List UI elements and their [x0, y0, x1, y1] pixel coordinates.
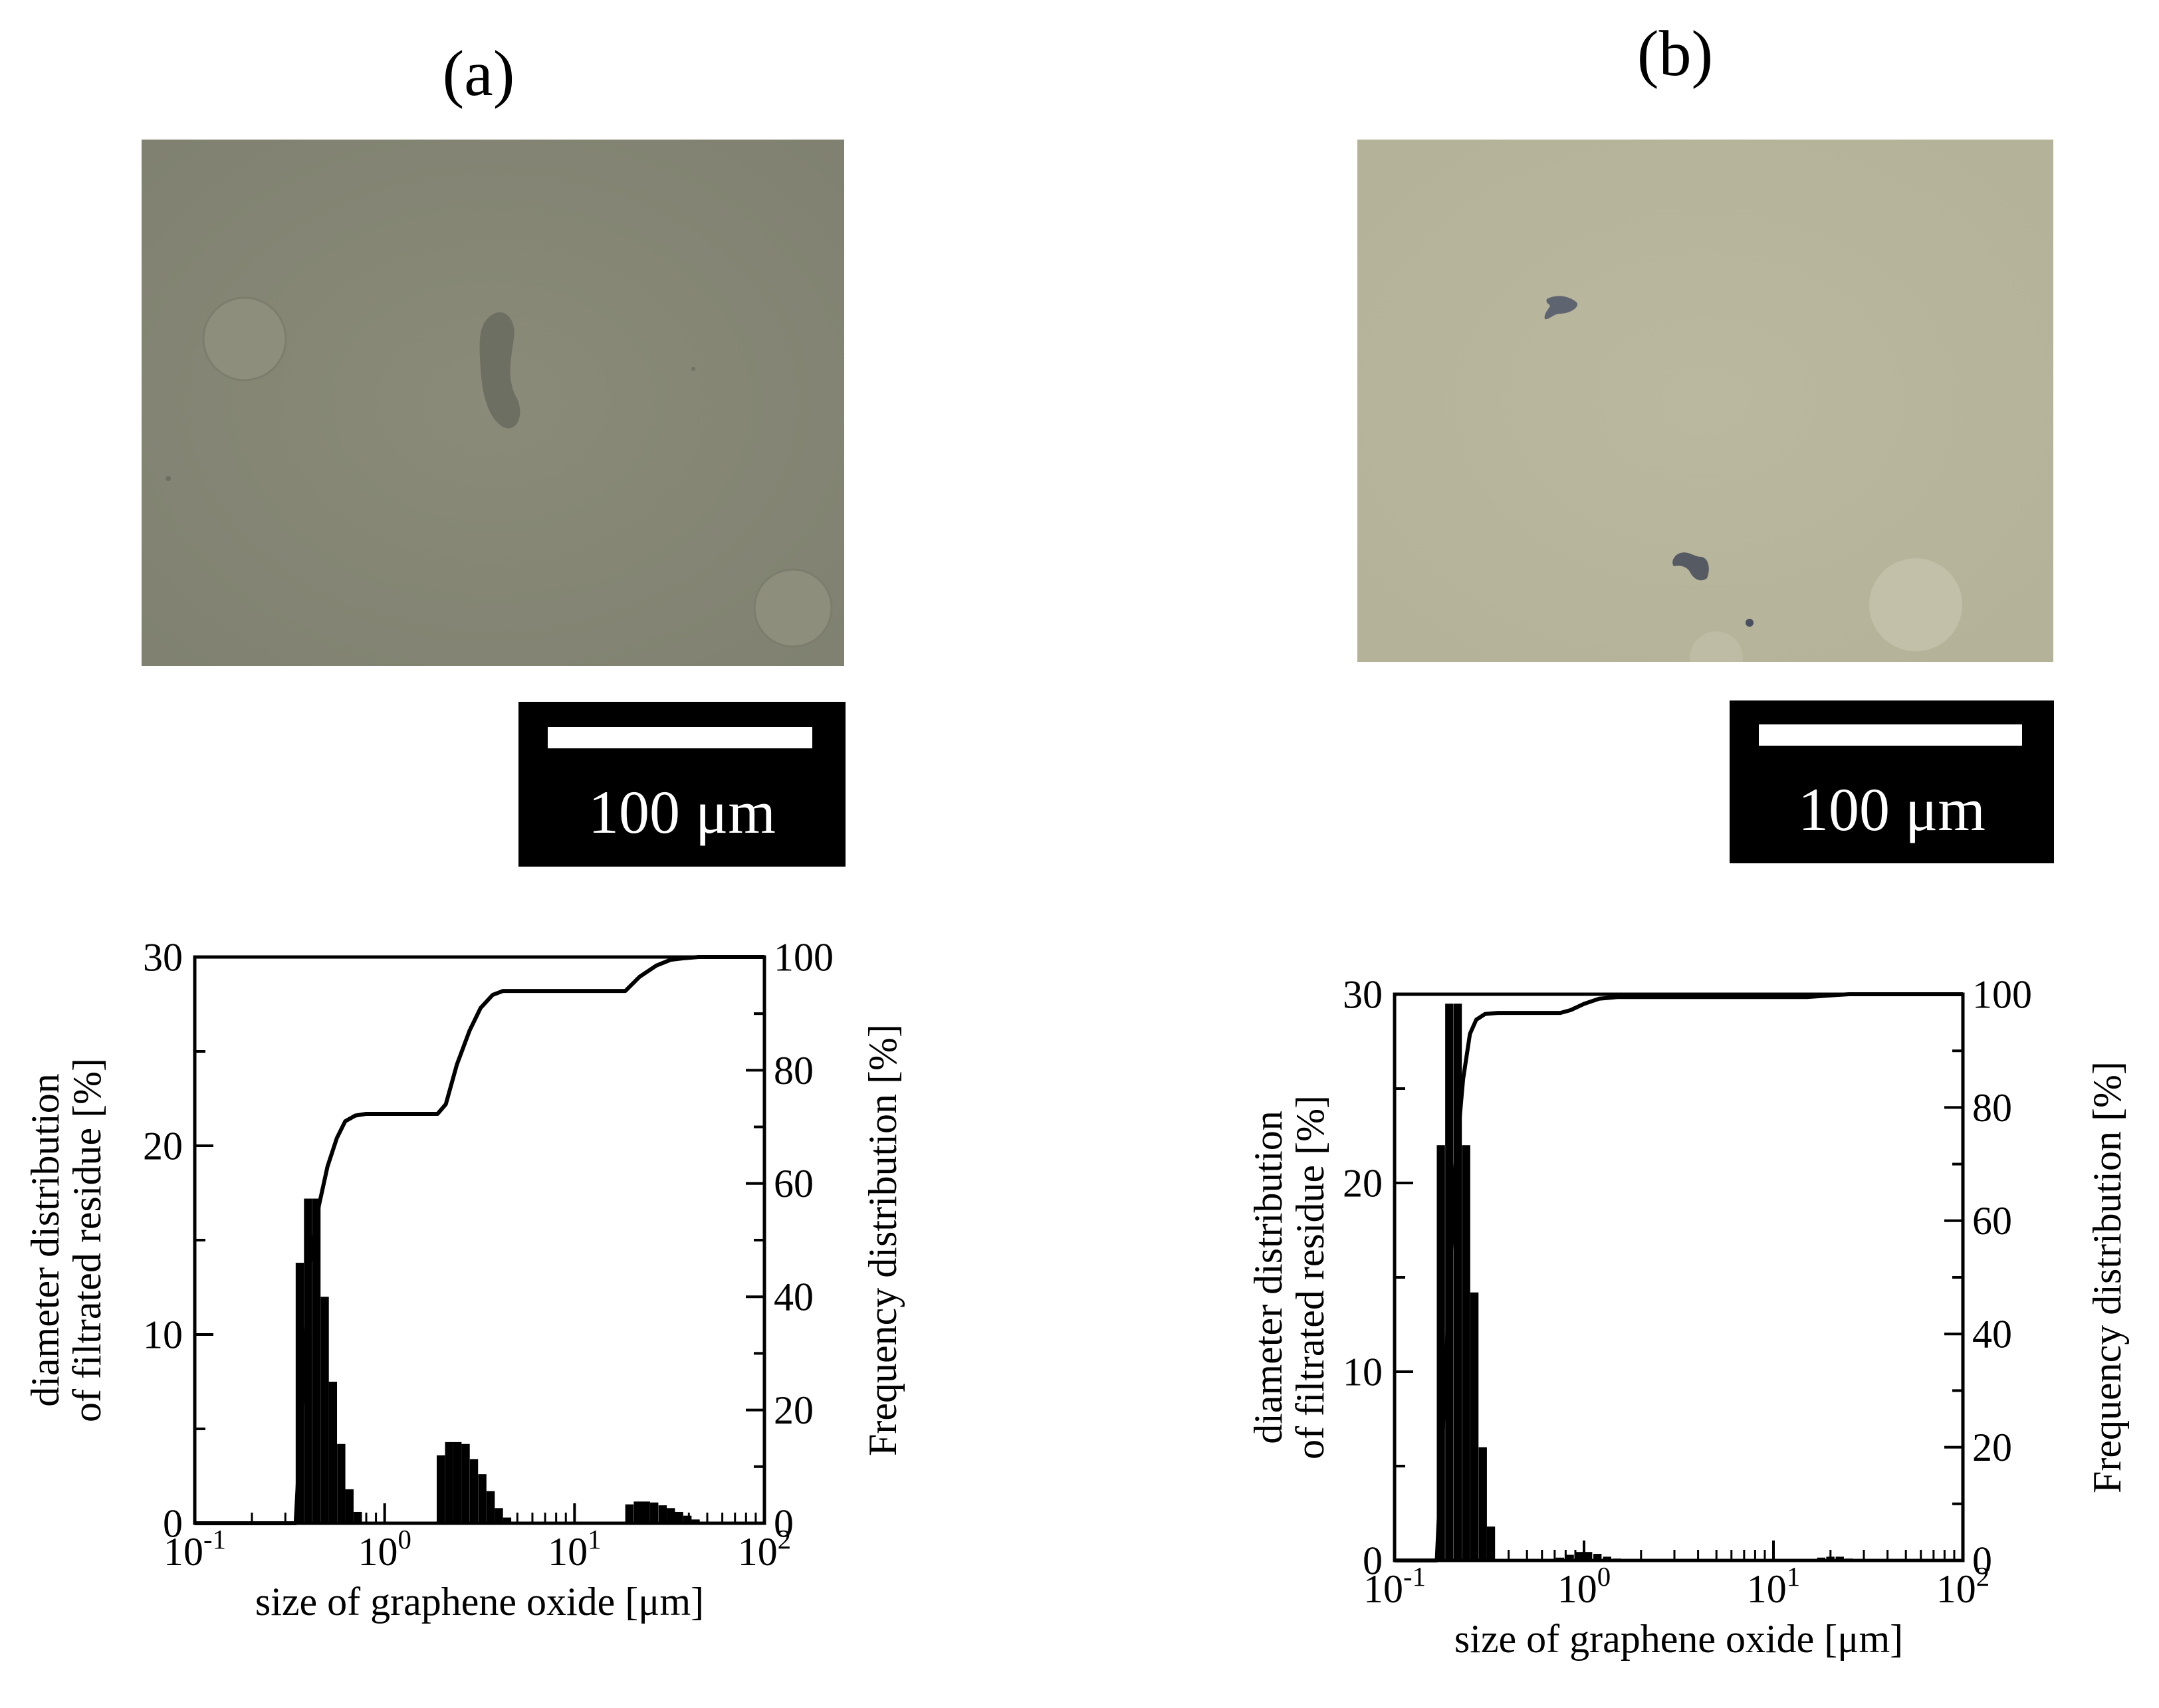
x-tick-label: 102 — [738, 1525, 791, 1574]
y-tick-label: 30 — [143, 935, 183, 979]
bar — [1478, 1447, 1487, 1560]
chart-svg: 0 10 20 30 0 20 40 60 80 100 10-1 100 101 102 size of … — [1246, 972, 2129, 1661]
scale-bar-a: 100 μm — [518, 702, 846, 867]
y2-tick-label: 80 — [774, 1049, 814, 1093]
cumulative-line — [195, 955, 764, 1525]
y-tick-label: 20 — [143, 1124, 183, 1168]
y2-tick-label: 20 — [774, 1388, 814, 1432]
bar — [478, 1474, 487, 1523]
chart-a: 0 10 20 30 0 20 40 60 80 100 10-1 100 101 102 size of … — [0, 910, 931, 1668]
bar — [461, 1443, 470, 1523]
y2-tick-label: 20 — [1972, 1426, 2012, 1469]
panel-label-a: (a) — [442, 38, 515, 110]
bar — [691, 1519, 700, 1523]
y-tick-label: 10 — [1343, 1350, 1383, 1394]
chart-b: 0 10 20 30 0 20 40 60 80 100 10-1 100 101 102 size of … — [1236, 930, 2159, 1695]
y2-tick-label: 0 — [774, 1501, 794, 1545]
bar-series — [1436, 1004, 1853, 1560]
bar — [1575, 1552, 1584, 1560]
bar — [1603, 1556, 1611, 1560]
bar — [436, 1455, 445, 1523]
y2-axis-label: Frequency distribution [%] — [2085, 1061, 2129, 1493]
bar — [650, 1502, 659, 1523]
panel-label-b: (b) — [1637, 18, 1714, 90]
scale-bar-label: 100 μm — [588, 778, 776, 846]
y2-tick-label: 40 — [1972, 1313, 2012, 1356]
bar-series — [295, 1198, 700, 1523]
y-tick-label: 30 — [1343, 972, 1383, 1016]
bar — [337, 1443, 346, 1523]
bar — [328, 1382, 338, 1523]
bar — [503, 1517, 512, 1523]
x-axis-label: size of graphene oxide [μm] — [255, 1580, 704, 1624]
y2-tick-label: 100 — [1972, 972, 2032, 1016]
y2-tick-label: 100 — [774, 935, 834, 979]
x-tick-label: 100 — [1557, 1562, 1611, 1611]
y2-tick-label: 80 — [1972, 1086, 2012, 1130]
x-tick-label: 10-1 — [1363, 1562, 1426, 1611]
y2-axis-label: Frequency distribution [%] — [861, 1024, 905, 1456]
bar — [633, 1501, 642, 1523]
x-axis-label: size of graphene oxide [μm] — [1454, 1617, 1903, 1661]
y2-tick-label: 0 — [1972, 1539, 1992, 1582]
y2-tick-label: 40 — [774, 1275, 814, 1319]
bar — [667, 1508, 675, 1523]
cumulative-line — [1395, 992, 1963, 1562]
x-tick-label: 10-1 — [164, 1525, 226, 1574]
bar — [345, 1489, 354, 1523]
bar — [312, 1198, 321, 1523]
y-tick-label: 0 — [1363, 1539, 1383, 1582]
bar — [453, 1441, 462, 1523]
scale-bar-label: 100 μm — [1798, 776, 1986, 843]
y2-tick-label: 60 — [1972, 1199, 2012, 1243]
x-tick-label: 101 — [1747, 1562, 1800, 1611]
bar — [1584, 1552, 1593, 1560]
bar — [683, 1515, 692, 1523]
x-tick-label: 101 — [548, 1525, 601, 1574]
y-tick-label: 20 — [1343, 1161, 1383, 1205]
bar — [445, 1441, 453, 1523]
bar — [1486, 1526, 1496, 1560]
y2-tick-label: 60 — [774, 1162, 814, 1206]
plot-frame — [193, 955, 766, 1525]
y-tick-label: 0 — [163, 1501, 183, 1545]
chart-svg: 0 10 20 30 0 20 40 60 80 100 10-1 100 101 102 size of … — [23, 935, 905, 1624]
optical-micrograph-a — [142, 140, 844, 666]
bar — [320, 1297, 329, 1523]
bar — [1835, 1556, 1844, 1560]
bar — [1593, 1554, 1602, 1560]
y-axis-label: diameter distributionof filtrated residu… — [1246, 1095, 1332, 1459]
scale-bar-line — [548, 727, 812, 748]
bar — [1565, 1554, 1574, 1560]
y-tick-label: 10 — [143, 1313, 183, 1356]
x-tick-label: 102 — [1936, 1562, 1989, 1611]
bar — [486, 1491, 495, 1523]
bar — [1462, 1145, 1470, 1560]
x-tick-label: 100 — [358, 1525, 411, 1574]
scale-bar-line — [1759, 724, 2022, 746]
scale-bar-b: 100 μm — [1730, 700, 2054, 863]
bar — [469, 1459, 479, 1523]
bar — [641, 1501, 650, 1523]
bar — [675, 1511, 683, 1523]
y-axis-label: diameter distributionof filtrated residu… — [23, 1058, 109, 1422]
optical-micrograph-b — [1357, 140, 2053, 662]
bar — [1470, 1292, 1479, 1560]
